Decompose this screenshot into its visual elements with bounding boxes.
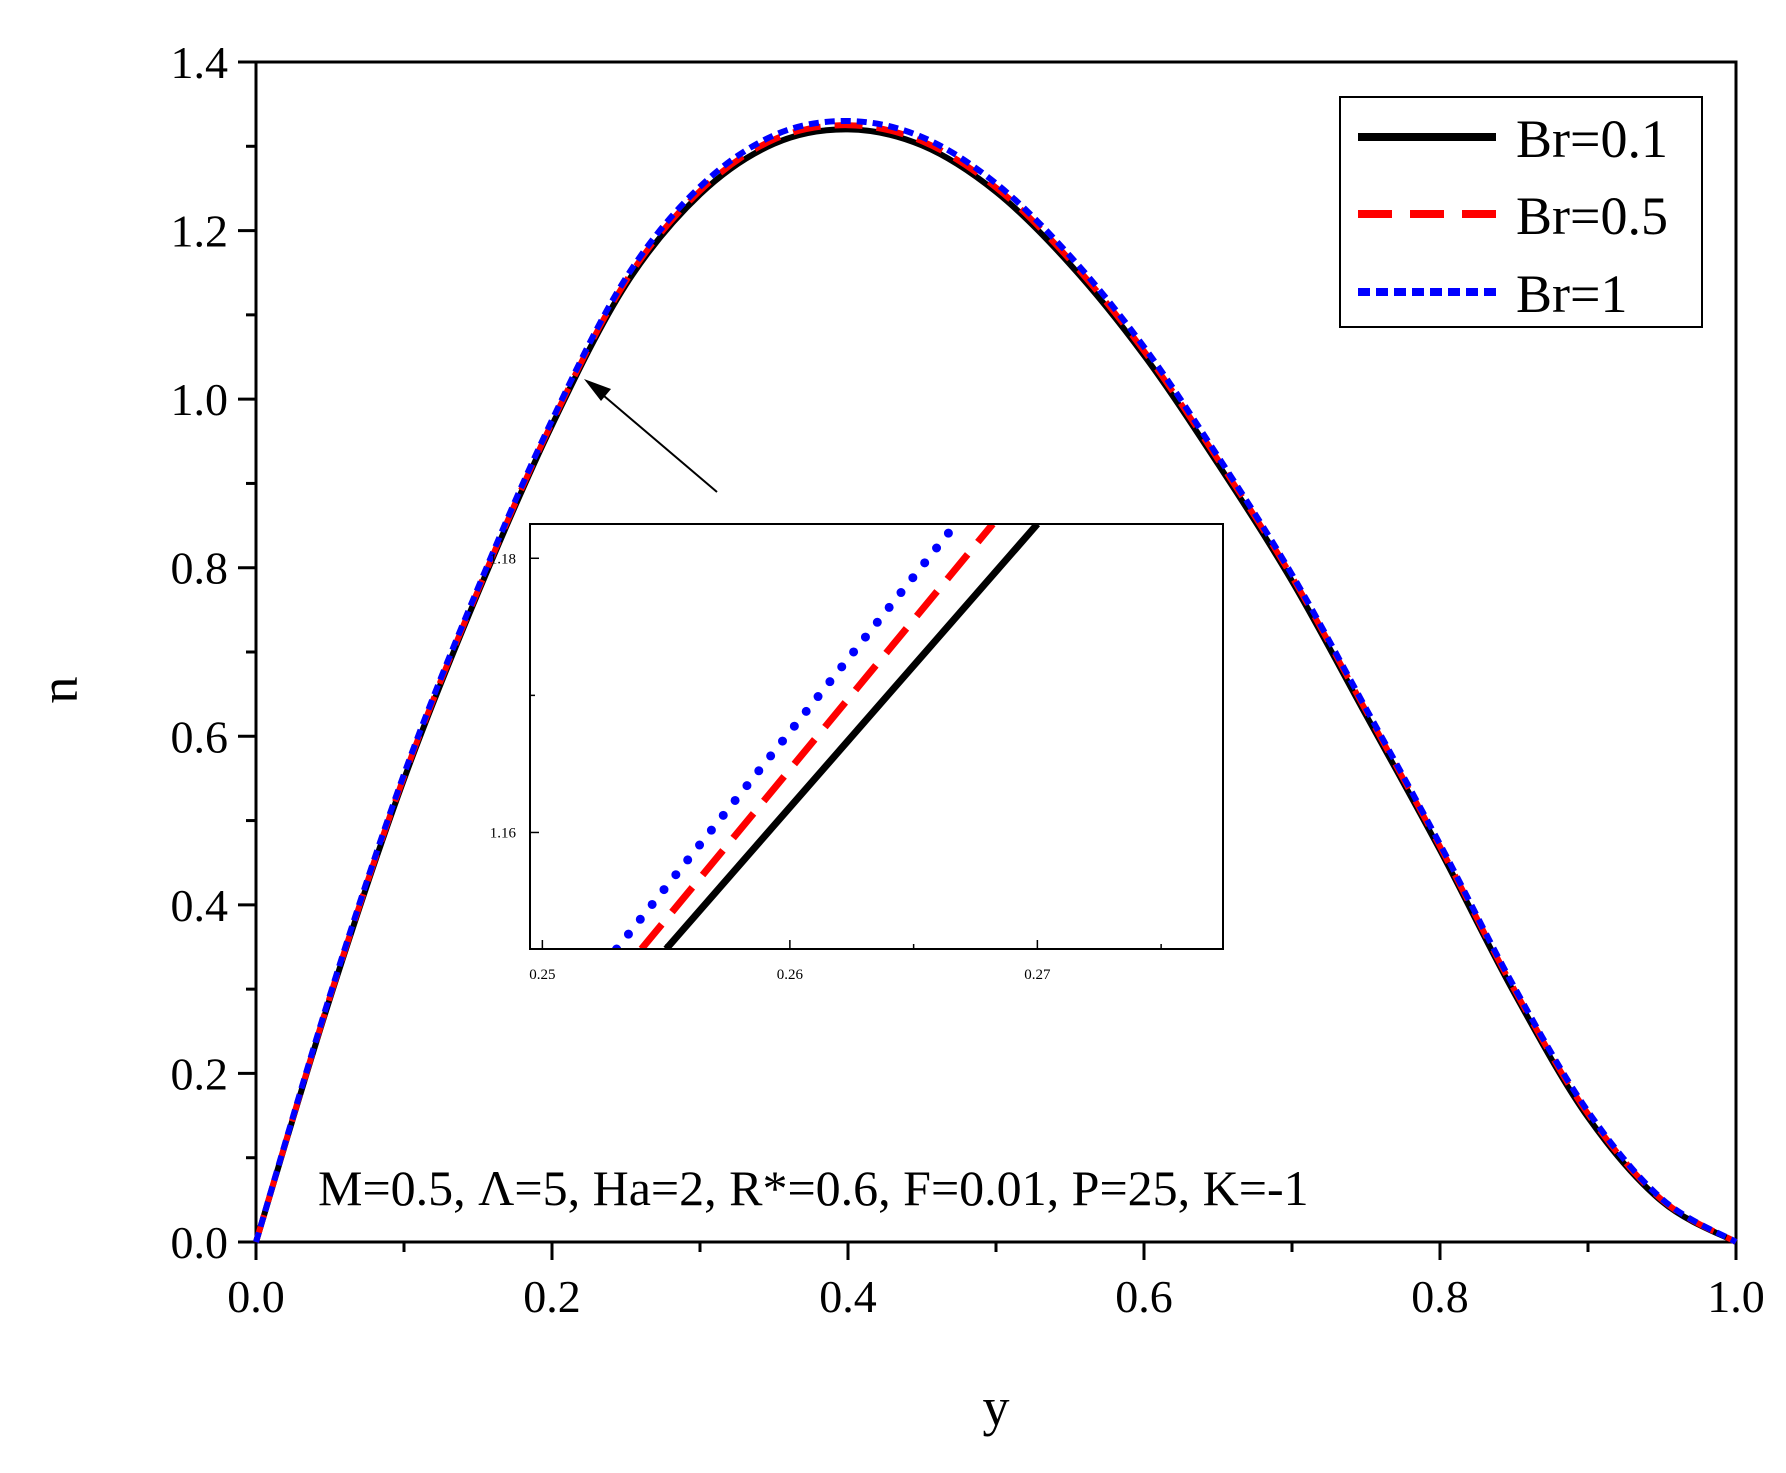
- y-tick-label: 0.4: [171, 880, 229, 931]
- zoom-arrow: [584, 379, 718, 493]
- legend-label-br-1: Br=1: [1516, 264, 1627, 324]
- legend-label-br-0-1: Br=0.1: [1516, 109, 1668, 169]
- x-tick-label: 0.6: [1115, 1271, 1173, 1322]
- x-axis-label: y: [983, 1377, 1010, 1437]
- inset-series-br-0-1: [663, 524, 1041, 949]
- inset-tick-labels: 0.25 0.26 0.27 1.16 1.18: [490, 551, 1051, 983]
- inset-series-br-0-5: [638, 524, 996, 949]
- inset: 0.25 0.26 0.27 1.16 1.18: [490, 523, 1224, 983]
- y-axis-label: u: [40, 677, 100, 704]
- x-tick-label: 0.2: [523, 1271, 581, 1322]
- y-tick-label: 1.0: [171, 374, 229, 425]
- y-tick-label: 0.6: [171, 711, 229, 762]
- inset-series-br-1: [612, 524, 961, 949]
- legend-label-br-0-5: Br=0.5: [1516, 186, 1668, 246]
- inset-x-tick-label: 0.26: [777, 967, 804, 983]
- inset-series: [612, 524, 1041, 949]
- inset-background: [530, 524, 1223, 949]
- main-ticks: [238, 60, 1738, 1260]
- y-tick-label: 0.8: [171, 543, 229, 594]
- inset-x-tick-label: 0.27: [1024, 967, 1051, 983]
- main-series: [253, 117, 1738, 1245]
- main-tick-labels: 0.0 0.2 0.4 0.6 0.8 1.0 0.0 0.2 0.4 0.6 0.8 1.0 1.2 1…: [171, 37, 1765, 1322]
- y-tick-label: 1.4: [171, 37, 229, 88]
- inset-y-tick-label: 1.16: [490, 825, 517, 841]
- y-tick-label: 0.0: [171, 1217, 229, 1268]
- x-tick-label: 0.0: [227, 1271, 285, 1322]
- y-tick-label: 1.2: [171, 206, 229, 257]
- inset-ticks: [530, 557, 1162, 949]
- legend: Br=0.1 Br=0.5 Br=1: [1339, 96, 1703, 328]
- x-tick-label: 0.8: [1411, 1271, 1469, 1322]
- main-series-br-1: [253, 117, 1738, 1245]
- x-tick-label: 1.0: [1707, 1271, 1765, 1322]
- y-tick-label: 0.2: [171, 1048, 229, 1099]
- inset-frame: [529, 523, 1224, 950]
- parameters-annotation: M=0.5, Λ=5, Ha=2, R*=0.6, F=0.01, P=25, …: [318, 1160, 1309, 1216]
- inset-y-tick-label: 1.18: [490, 551, 516, 567]
- inset-x-tick-label: 0.25: [529, 967, 555, 983]
- x-tick-label: 0.4: [819, 1271, 877, 1322]
